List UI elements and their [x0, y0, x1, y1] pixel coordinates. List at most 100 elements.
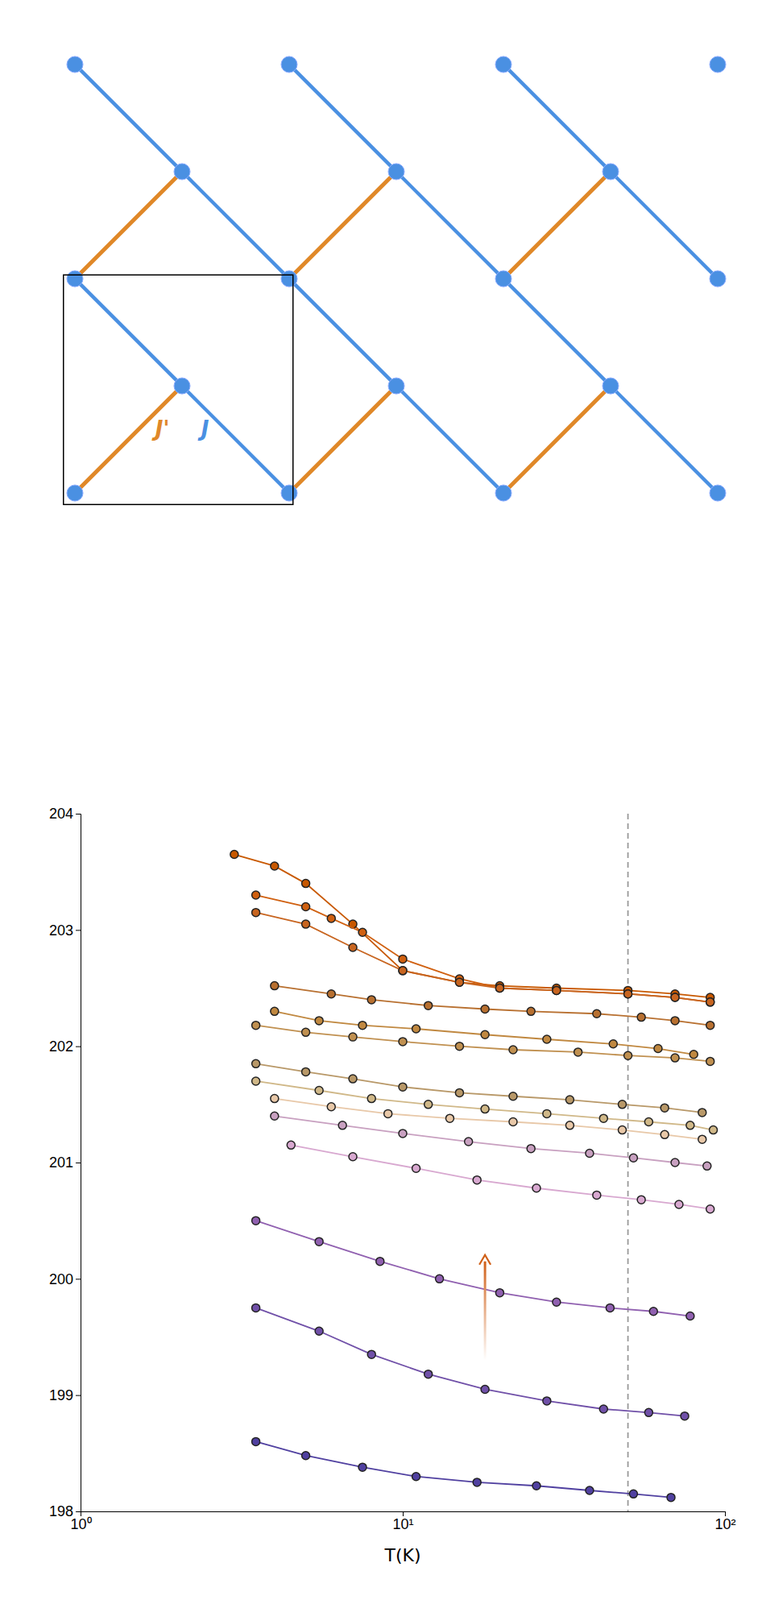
- data-point: [270, 981, 279, 990]
- data-point: [706, 1056, 715, 1065]
- lattice-bond-j: [610, 385, 718, 493]
- y-tick: 204: [49, 805, 81, 822]
- lattice-bond-j: [610, 171, 718, 279]
- plot: 10⁰10¹10²198199200201202203204T(K): [49, 805, 737, 1566]
- data-point: [348, 1152, 357, 1161]
- x-axis: 10⁰10¹10²: [70, 1511, 736, 1533]
- lattice-node: [602, 163, 619, 180]
- lattice-bond-j: [74, 278, 183, 386]
- y-tick-label: 198: [49, 1503, 74, 1520]
- series-line: [256, 1220, 691, 1316]
- x-tick-label: 10¹: [392, 1515, 414, 1533]
- lattice-bond-j: [289, 278, 397, 386]
- data-point: [230, 850, 239, 859]
- lattice-bond-jprime: [503, 385, 611, 493]
- x-axis-title: T(K): [383, 1544, 421, 1566]
- y-tick: 199: [49, 1387, 81, 1404]
- data-point: [327, 989, 336, 999]
- data-point: [605, 1303, 614, 1312]
- data-point: [472, 1478, 481, 1487]
- data-point: [495, 1288, 504, 1297]
- lattice-node: [281, 56, 298, 73]
- series-line: [274, 1115, 708, 1166]
- data-point: [637, 1013, 646, 1022]
- data-point: [384, 1109, 393, 1118]
- reference-line: [627, 813, 630, 1512]
- data-point: [644, 1117, 653, 1126]
- data-point: [542, 1109, 551, 1118]
- data-point: [455, 1042, 464, 1051]
- lattice-bond-j: [396, 385, 504, 493]
- lattice-node: [388, 163, 405, 180]
- lattice-node: [495, 484, 512, 502]
- data-point: [252, 1303, 261, 1312]
- y-tick-label: 202: [49, 1038, 74, 1055]
- data-point: [338, 1121, 347, 1130]
- data-point: [608, 1039, 618, 1048]
- series-points: [252, 1216, 695, 1320]
- x-tick-label: 10²: [714, 1515, 736, 1533]
- data-point: [624, 989, 633, 999]
- lattice-node: [66, 56, 83, 73]
- data-point: [509, 1117, 518, 1126]
- data-point: [680, 1412, 689, 1421]
- lattice-bond-jprime: [289, 171, 397, 279]
- data-point: [480, 1384, 489, 1393]
- data-point: [398, 954, 407, 963]
- lattice-node: [66, 484, 83, 502]
- data-point: [670, 1016, 680, 1025]
- data-point: [706, 998, 715, 1007]
- data-point: [270, 1094, 279, 1103]
- series-line: [256, 1025, 711, 1062]
- data-point: [424, 1001, 433, 1010]
- data-point: [270, 861, 279, 870]
- data-point: [367, 995, 376, 1004]
- data-point: [455, 977, 464, 986]
- data-point: [358, 1021, 367, 1030]
- data-point: [314, 1237, 324, 1246]
- series-line: [290, 1144, 710, 1209]
- data-point: [367, 1350, 376, 1359]
- data-point: [585, 1148, 594, 1157]
- x-tick: 10²: [714, 1511, 736, 1533]
- data-point: [455, 1088, 464, 1097]
- lattice-bond-j: [74, 278, 183, 386]
- data-point: [358, 927, 367, 936]
- data-point: [629, 1153, 638, 1162]
- data-point: [398, 1037, 407, 1046]
- lattice-bond-j: [503, 278, 611, 386]
- data-point: [252, 1076, 261, 1086]
- data-point: [565, 1121, 574, 1130]
- data-point: [649, 1307, 658, 1316]
- data-point: [666, 1493, 676, 1502]
- data-point: [495, 984, 504, 993]
- y-tick-mark: [75, 1046, 81, 1048]
- series-line: [256, 894, 711, 1003]
- data-point: [706, 998, 715, 1007]
- y-tick-label: 204: [49, 805, 74, 822]
- y-tick: 198: [49, 1503, 81, 1520]
- lattice-node: [66, 270, 83, 287]
- lattice-bond-j: [182, 385, 290, 493]
- data-point: [552, 985, 561, 994]
- data-point: [509, 1092, 518, 1101]
- data-point: [302, 879, 311, 888]
- data-point: [617, 1126, 626, 1135]
- data-point: [670, 1158, 680, 1167]
- lattice-bond-j: [289, 64, 397, 172]
- y-tick-mark: [75, 929, 81, 931]
- lattice-bond-j: [503, 278, 611, 386]
- lattice-bond-j: [610, 385, 718, 493]
- data-point: [526, 1144, 535, 1153]
- data-point: [706, 1205, 715, 1214]
- series-points: [252, 908, 715, 1007]
- data-point: [670, 993, 680, 1002]
- data-point: [302, 1067, 311, 1076]
- data-point: [480, 1030, 489, 1039]
- series-line: [274, 1098, 703, 1140]
- data-point: [532, 1481, 541, 1490]
- data-point: [302, 902, 311, 911]
- data-point: [252, 1437, 261, 1446]
- data-point: [424, 1370, 433, 1379]
- data-point: [637, 1195, 646, 1204]
